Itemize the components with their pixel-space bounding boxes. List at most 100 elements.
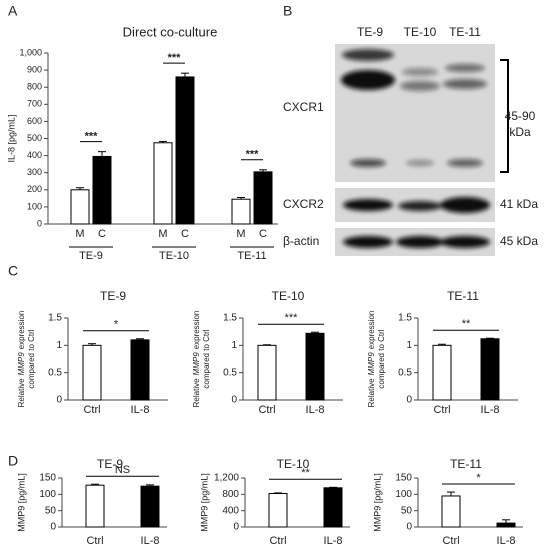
chart: Direct co-culture 0 100 200 300 400 500 600 700 8… — [6, 24, 278, 262]
size-label: 41 kDa — [500, 197, 538, 211]
y-tick-label: 100 — [27, 201, 42, 211]
y-tick-label: 150 — [39, 473, 56, 484]
y-tick-label: 150 — [395, 473, 412, 484]
y-axis-label: compared to Ctrl — [377, 329, 386, 388]
bar — [480, 338, 500, 401]
y-axis-label: IL-8 [pg/mL] — [6, 114, 16, 162]
error-bar — [76, 187, 84, 190]
y-axis-label-part: expression — [192, 311, 201, 350]
protein-label: β-actin — [283, 234, 319, 248]
y-tick-label: 1 — [231, 340, 237, 351]
bar — [175, 76, 195, 225]
x-tick-label: Ctrl — [433, 404, 450, 416]
bar — [130, 339, 150, 401]
y-tick-label: 1.5 — [48, 313, 62, 324]
bar — [82, 344, 102, 401]
bar — [323, 487, 343, 528]
significance-label: *** — [85, 131, 99, 143]
significance-label: *** — [246, 149, 260, 161]
x-tick-label: Ctrl — [258, 404, 275, 416]
size-label: 45-90 — [505, 109, 536, 123]
y-tick-label: 800 — [222, 489, 239, 500]
bar — [92, 155, 112, 225]
x-tick-label: IL-8 — [324, 535, 343, 547]
lane-label: TE-9 — [357, 25, 383, 39]
lane-label: TE-10 — [404, 25, 437, 39]
y-axis-label: MMP9 [pg/mL] — [16, 473, 26, 532]
panel-label: B — [283, 3, 292, 19]
error-bar — [259, 169, 267, 172]
chart-title: TE-10 — [272, 289, 305, 303]
chart-title: Direct co-culture — [123, 24, 218, 39]
error-bar — [237, 196, 245, 200]
x-tick-label: IL-8 — [141, 535, 160, 547]
error-bar — [274, 492, 282, 494]
bands — [341, 49, 487, 167]
significance-label: * — [476, 472, 481, 484]
y-axis-label-part: expression — [17, 311, 26, 350]
panel-label: D — [8, 453, 18, 469]
x-tick-label: Ctrl — [269, 535, 286, 547]
y-axis-label-part: MMP9 — [17, 352, 26, 376]
bar — [432, 344, 452, 401]
x-tick-label: Ctrl — [83, 404, 100, 416]
y-tick-label: 100 — [39, 489, 56, 500]
y-tick-label: 1,200 — [214, 473, 239, 484]
bar — [253, 171, 273, 225]
bar — [70, 189, 90, 225]
y-tick-label: 1 — [406, 340, 412, 351]
x-tick-label: IL-8 — [497, 535, 516, 547]
y-axis-label-part: Relative — [192, 378, 201, 407]
bar-label: M — [158, 228, 167, 240]
error-bar — [146, 484, 154, 487]
chart: TE-10 0 0.5 1 1.5 Relative MMP9 expression compa… — [192, 289, 343, 416]
protein-label: CXCR1 — [283, 100, 324, 114]
bar — [268, 493, 288, 528]
error-bar — [159, 140, 167, 143]
bar — [231, 198, 251, 225]
chart-title: TE-9 — [97, 457, 123, 471]
bar-label: C — [181, 228, 189, 240]
bar-label: C — [98, 228, 106, 240]
chart-title: TE-11 — [450, 457, 482, 471]
y-tick-label: 0 — [406, 395, 412, 406]
x-tick-label: Ctrl — [442, 535, 459, 547]
y-tick-label: 0 — [37, 218, 42, 228]
x-tick-label: IL-8 — [306, 404, 325, 416]
significance-label: NS — [115, 464, 130, 476]
y-axis-label-part: MMP9 — [192, 352, 201, 376]
error-bar — [88, 343, 96, 346]
bands — [343, 197, 490, 213]
size-label: 45 kDa — [500, 234, 538, 248]
y-tick-label: 0.5 — [48, 367, 62, 378]
y-tick-label: 500 — [27, 133, 42, 143]
y-tick-label: 50 — [45, 505, 57, 516]
bar — [257, 344, 277, 401]
error-bar — [502, 519, 510, 524]
error-bar — [98, 151, 106, 157]
y-tick-label: 300 — [27, 167, 42, 177]
y-axis-label-part: expression — [367, 311, 376, 350]
panel-label: A — [8, 3, 18, 19]
chart: TE-9 0 0.5 1 1.5 Relative MMP9 expression compar… — [17, 289, 168, 416]
significance-label: *** — [285, 312, 299, 324]
bands — [343, 236, 490, 248]
error-bar — [311, 331, 319, 334]
y-axis-label: MMP9 [pg/mL] — [372, 473, 382, 532]
x-tick-label: Ctrl — [86, 535, 103, 547]
western-blot: TE-9 TE-10 TE-11 CXCR1 45-90 — [283, 25, 538, 256]
error-bar — [181, 72, 189, 77]
bar — [140, 485, 160, 528]
error-bar — [91, 483, 99, 486]
y-tick-label: 1,000 — [19, 47, 42, 57]
chart-title: TE-9 — [100, 289, 126, 303]
y-tick-label: 0 — [231, 395, 237, 406]
bar-label: C — [259, 228, 267, 240]
y-tick-label: 400 — [222, 505, 239, 516]
y-tick-label: 0.5 — [223, 367, 237, 378]
x-tick-label: IL-8 — [481, 404, 500, 416]
significance-label: * — [114, 319, 119, 331]
chart-title: TE-10 — [277, 457, 310, 471]
y-tick-label: 0 — [56, 395, 62, 406]
